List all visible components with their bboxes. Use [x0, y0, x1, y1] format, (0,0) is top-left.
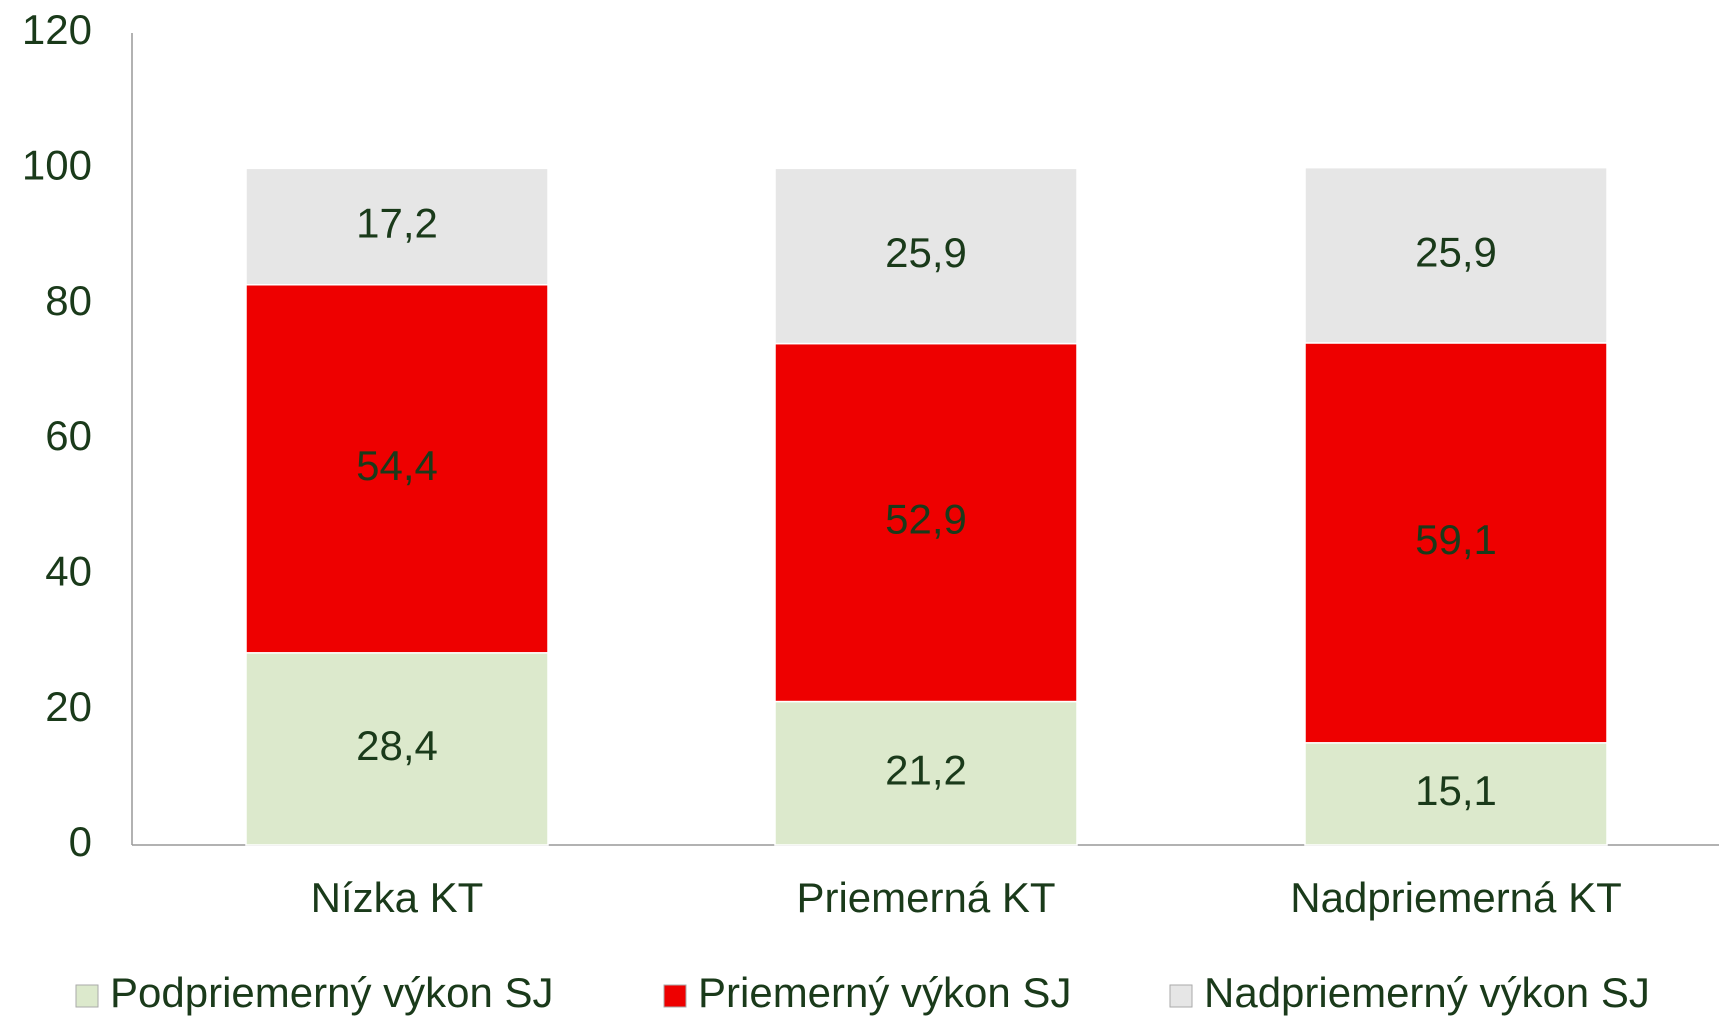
value-label: 25,9	[1415, 228, 1497, 275]
legend-label: Priemerný výkon SJ	[698, 969, 1071, 1016]
y-tick-label: 20	[45, 683, 92, 730]
legend-swatch	[1169, 984, 1193, 1008]
bar-segment	[774, 167, 1078, 345]
y-tick-label: 40	[45, 547, 92, 594]
x-tick-label: Nízka KT	[311, 874, 484, 921]
value-label: 54,4	[356, 442, 438, 489]
bar-segment	[1304, 742, 1608, 846]
value-label: 21,2	[885, 746, 967, 793]
bar-segment	[245, 167, 549, 286]
bar-segment	[1304, 342, 1608, 744]
bar-segment	[774, 700, 1078, 846]
x-tick-label: Nadpriemerná KT	[1290, 874, 1621, 921]
value-label: 59,1	[1415, 516, 1497, 563]
value-label: 25,9	[885, 229, 967, 276]
bar-segment	[774, 342, 1078, 703]
value-label: 52,9	[885, 496, 967, 543]
y-tick-label: 100	[22, 141, 92, 188]
legend-swatch	[75, 984, 99, 1008]
value-label: 17,2	[356, 200, 438, 247]
bar-segment	[245, 283, 549, 654]
y-tick-label: 80	[45, 277, 92, 324]
bar-segment	[245, 652, 549, 846]
bar-segment	[1304, 166, 1608, 344]
legend-label: Nadpriemerný výkon SJ	[1204, 969, 1650, 1016]
y-tick-label: 60	[45, 412, 92, 459]
legend-swatch	[663, 984, 687, 1008]
y-tick-label: 0	[69, 818, 92, 865]
y-tick-label: 120	[22, 6, 92, 53]
legend-label: Podpriemerný výkon SJ	[110, 969, 554, 1016]
value-label: 28,4	[356, 722, 438, 769]
value-label: 15,1	[1415, 767, 1497, 814]
x-tick-label: Priemerná KT	[796, 874, 1055, 921]
